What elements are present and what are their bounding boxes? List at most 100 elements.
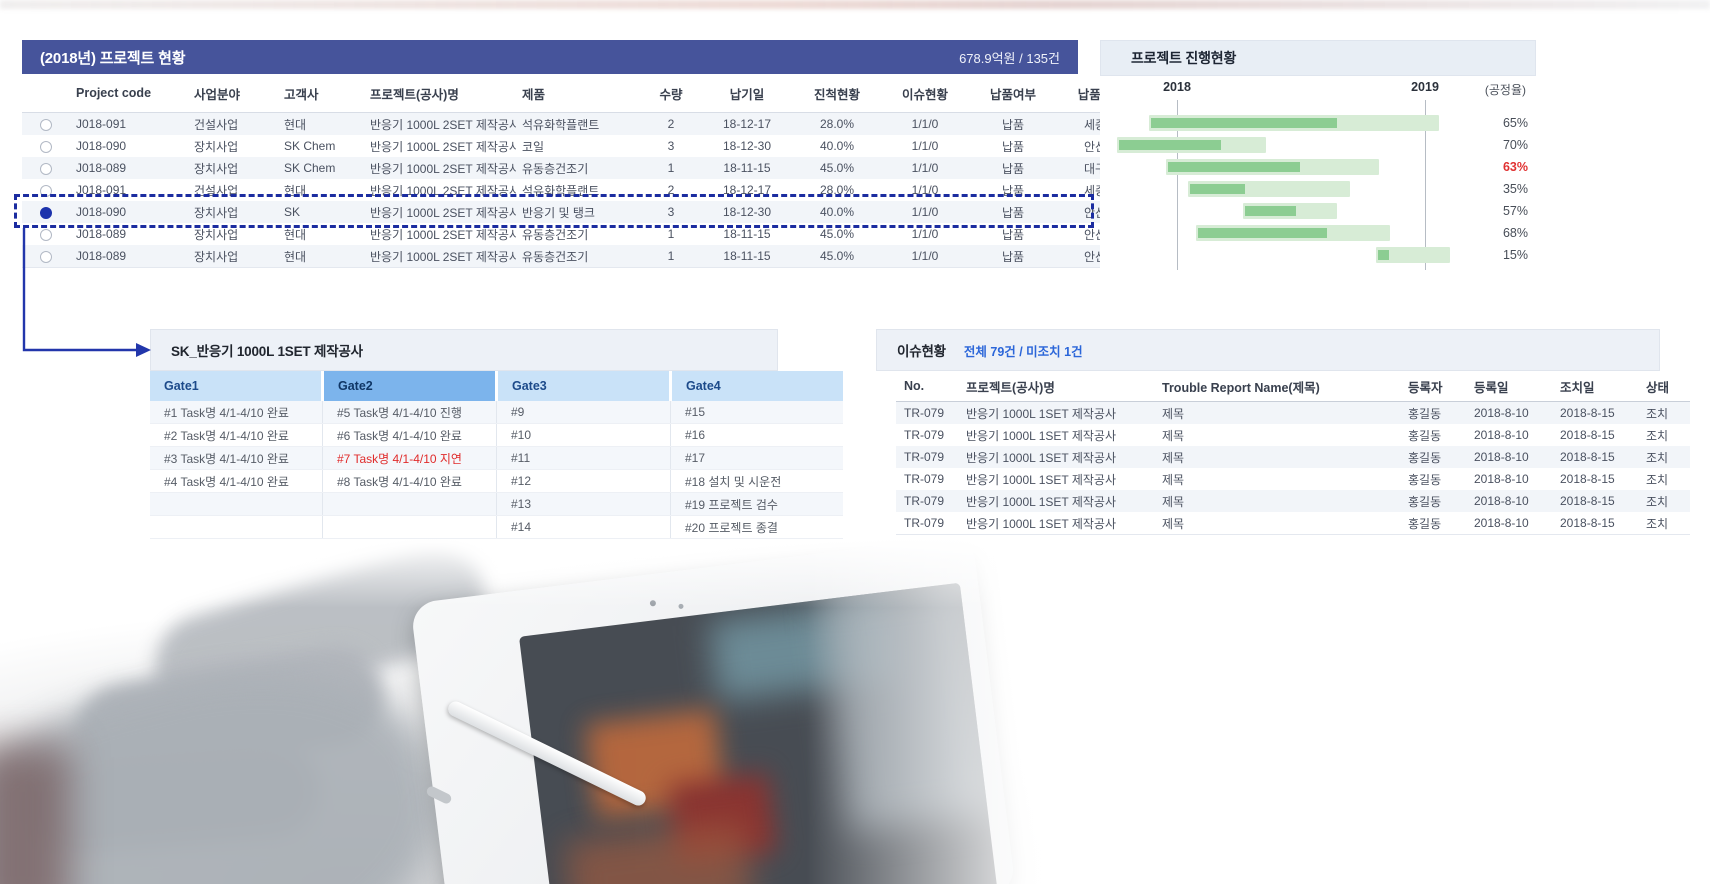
project-cell: 1/1/0 (911, 117, 939, 131)
projects-table-header-row: Project code 사업분야 고객사 프로젝트(공사)명 제품 수량 납기일 진척현황 이… (22, 74, 1234, 113)
gate-task-cell: #7 Task명 4/1-4/10 지연 (322, 446, 497, 470)
gate-task-cell: #16 (670, 423, 843, 447)
gate-task-cell: #12 (496, 469, 671, 493)
project-cell: 18-12-17 (722, 183, 772, 197)
gantt-bar (1243, 203, 1337, 219)
issue-cell: 홍길동 (1408, 494, 1442, 509)
photo-screen-blur (564, 820, 755, 884)
issue-cell: 제목 (1162, 494, 1185, 509)
project-cell: 3 (667, 205, 675, 219)
project-cell: 1/1/0 (911, 139, 939, 153)
project-cell: SK Chem (284, 139, 336, 153)
gate-task-cell: #2 Task명 4/1-4/10 완료 (150, 423, 323, 447)
photo-finger (142, 538, 498, 732)
gate-task-cell: #17 (670, 446, 843, 470)
gate-task-cell (150, 515, 323, 539)
project-cell: 18-11-15 (700, 245, 794, 268)
project-cell: 반응기 1000L 2SET 제작공사 (370, 205, 516, 220)
projects-column-header: 사업분야 (188, 74, 278, 113)
photo-stylus (445, 698, 649, 809)
gate-task-cell: #18 설치 및 시운전 (670, 469, 843, 493)
gate-row: #3 Task명 4/1-4/10 완료 #7 Task명 4/1-4/10 지연… (150, 446, 843, 470)
gate-task-cell: #11 (496, 446, 671, 470)
project-row[interactable]: J018-089 장치사업 현대 반응기 1000L 2SET 제작공사 유동층건조기 1… (22, 245, 1234, 268)
issues-column-header: No. (896, 371, 966, 402)
row-radio[interactable] (40, 184, 52, 197)
project-cell: 납품 (970, 245, 1056, 268)
gantt-title-bar: 프로젝트 진행현황 (1100, 40, 1536, 76)
project-cell: 석유화학플랜트 (522, 117, 600, 132)
project-row[interactable]: J018-090 장치사업 SK 반응기 1000L 2SET 제작공사 반응기 및 탱… (22, 201, 1234, 223)
issue-row: TR-079 반응기 1000L 1SET 제작공사 제목 홍길동 2018-8-10 2… (896, 401, 1690, 424)
row-radio-selected[interactable] (40, 206, 52, 219)
gate-title-bar: SK_반응기 1000L 1SET 제작공사 (150, 329, 778, 371)
project-cell: 1/1/0 (911, 183, 939, 197)
gantt-progress-percent: 70% (1502, 138, 1528, 152)
project-cell: 납품 (1001, 183, 1025, 198)
project-cell: 납품 (1001, 139, 1025, 154)
row-radio[interactable] (40, 140, 52, 153)
project-cell: 반응기 1000L 2SET 제작공사 (370, 183, 516, 198)
gantt-progress-percent: 68% (1502, 226, 1528, 240)
row-radio[interactable] (40, 228, 52, 241)
gate-row: #13 #19 프로젝트 검수 (150, 492, 843, 516)
row-radio[interactable] (40, 162, 52, 175)
project-row[interactable]: J018-091 건설사업 현대 반응기 1000L 2SET 제작공사 석유화학플랜트… (22, 112, 1234, 136)
gantt-progress-percent: 63% (1502, 160, 1528, 174)
project-cell: 반응기 1000L 2SET 제작공사 (364, 245, 516, 268)
issue-cell: 2018-8-10 (1474, 406, 1529, 420)
gate-row: #14 #20 프로젝트 종결 (150, 515, 843, 539)
project-cell: 장치사업 (194, 161, 239, 176)
issue-cell: TR-079 (904, 428, 945, 442)
project-row[interactable]: J018-089 장치사업 현대 반응기 1000L 2SET 제작공사 유동층건조기 1… (22, 223, 1234, 245)
gantt-bar (1166, 159, 1379, 175)
project-cell: 1 (667, 227, 675, 241)
gate-task-cell (322, 492, 497, 516)
projects-column-header: Project code (70, 74, 188, 113)
photo-screen-blur (668, 772, 778, 865)
gantt-axis-year-label: 2019 (1411, 80, 1439, 94)
issue-cell: TR-079 (904, 494, 945, 508)
project-cell: 납품 (1001, 117, 1025, 132)
gate-task-cell: #4 Task명 4/1-4/10 완료 (150, 469, 323, 493)
project-cell: 18-11-15 (723, 161, 771, 175)
issue-cell: 2018-8-15 (1560, 494, 1615, 508)
issue-cell: 제목 (1162, 472, 1185, 487)
gantt-bar-progress (1119, 140, 1221, 150)
gantt-bar (1196, 225, 1390, 241)
project-cell: 40.0% (819, 139, 855, 153)
gate-task-cell: #13 (496, 492, 671, 516)
photo-finger (26, 737, 324, 859)
gate-column-header: Gate2 (322, 371, 498, 401)
gate-task-cell: #6 Task명 4/1-4/10 완료 (322, 423, 497, 447)
issue-row: TR-079 반응기 1000L 1SET 제작공사 제목 홍길동 2018-8-10 2… (896, 424, 1690, 446)
issues-column-header: 등록일 (1474, 371, 1560, 402)
project-cell: 장치사업 (188, 245, 278, 268)
project-cell: 18-12-17 (722, 117, 772, 131)
project-cell: SK (284, 205, 301, 219)
row-radio[interactable] (40, 118, 52, 131)
photo-screen-blur (708, 599, 897, 702)
project-cell: 유동층건조기 (522, 161, 589, 176)
gantt-axis-year-label: 2018 (1163, 80, 1191, 94)
project-cell: 28.0% (819, 117, 855, 131)
radio-cell (22, 223, 70, 245)
gantt-progress-axis-label: (공정율) (1484, 83, 1526, 97)
radio-column-header (22, 74, 70, 113)
project-cell: SK Chem (284, 161, 336, 175)
issue-cell: TR-079 (904, 406, 945, 420)
project-row[interactable]: J018-091 건설사업 현대 반응기 1000L 2SET 제작공사 석유화학플랜트… (22, 179, 1234, 201)
gate-task-cell (322, 515, 497, 539)
project-cell: J018-091 (76, 183, 127, 197)
project-cell: 18-11-15 (723, 227, 771, 241)
project-row[interactable]: J018-090 장치사업 SK Chem 반응기 1000L 2SET 제작공사 코일… (22, 135, 1234, 157)
project-cell: J018-091 (76, 117, 127, 131)
project-cell: J018-089 (76, 161, 127, 175)
row-radio[interactable] (40, 250, 52, 263)
gantt-progress-percent: 15% (1502, 248, 1528, 262)
gate-task-cell (150, 492, 323, 516)
radio-cell (22, 113, 70, 136)
project-row[interactable]: J018-089 장치사업 SK Chem 반응기 1000L 2SET 제작공사 유동… (22, 157, 1234, 179)
issues-column-header: 프로젝트(공사)명 (966, 371, 1162, 402)
photo-tablet-camera-dot (678, 603, 684, 610)
